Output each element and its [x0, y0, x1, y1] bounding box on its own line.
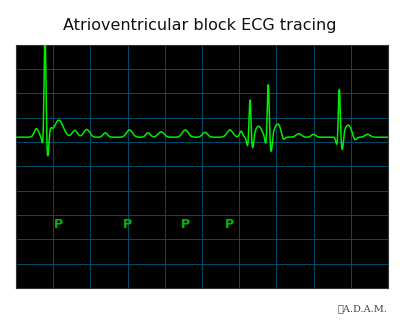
Text: P: P — [225, 218, 234, 231]
Text: Atrioventricular block ECG tracing: Atrioventricular block ECG tracing — [63, 18, 337, 33]
Text: P: P — [123, 218, 132, 231]
Text: P: P — [181, 218, 190, 231]
Text: ❧A.D.A.M.: ❧A.D.A.M. — [338, 305, 388, 314]
Text: P: P — [54, 218, 63, 231]
